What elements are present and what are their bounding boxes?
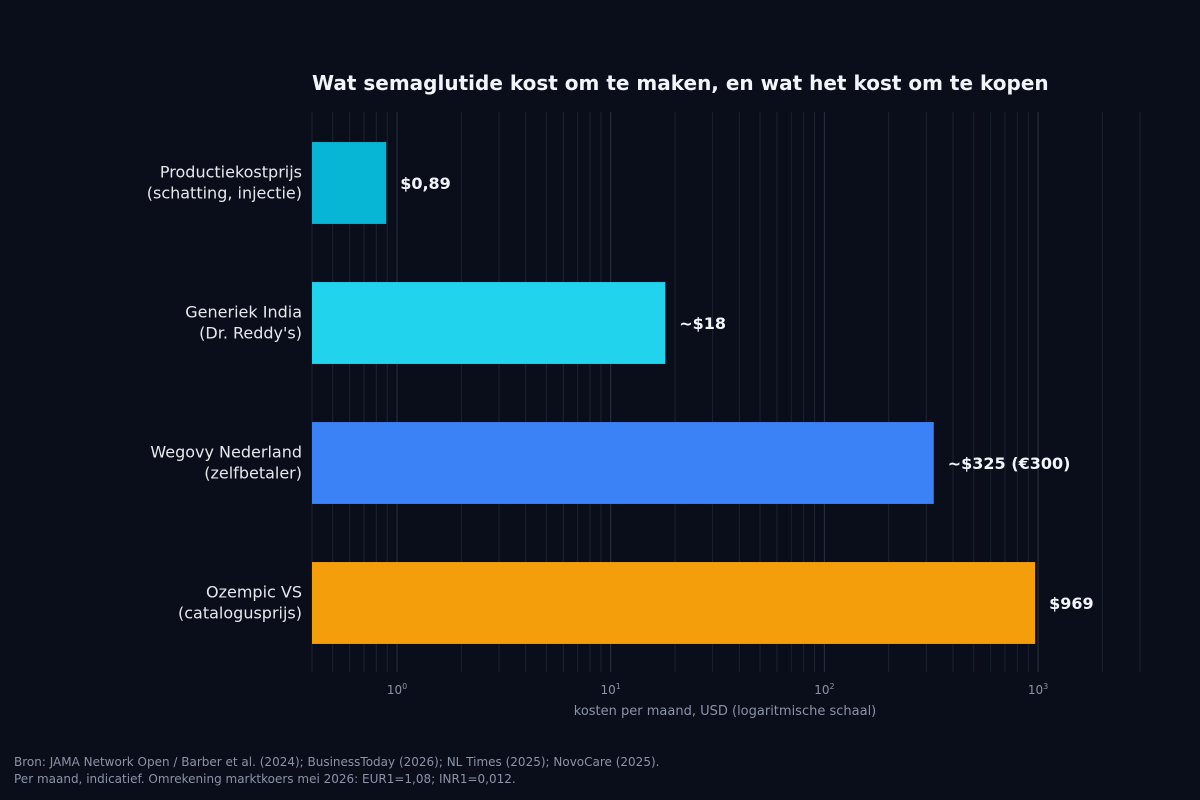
x-tick-label-2: 101	[601, 682, 621, 697]
x-tick-label-4: 103	[1028, 682, 1048, 697]
value-label-3: ~$325 (€300)	[948, 454, 1071, 473]
footnote-source: Bron: JAMA Network Open / Barber et al. …	[14, 755, 660, 769]
category-label-3-line-2: (zelfbetaler)	[204, 464, 302, 483]
x-tick-label-3: 102	[814, 682, 834, 697]
bar-2	[312, 282, 666, 364]
category-label-4-line-1: Ozempic VS	[206, 583, 302, 602]
x-tick-label-1: 100	[387, 682, 407, 697]
category-label-2-line-1: Generiek India	[185, 303, 302, 322]
category-label-1-line-2: (schatting, injectie)	[147, 184, 302, 203]
footnote-note: Per maand, indicatief. Omrekening marktk…	[14, 772, 516, 786]
value-label-4: $969	[1049, 594, 1094, 613]
bar-3	[312, 422, 934, 504]
chart-title: Wat semaglutide kost om te maken, en wat…	[312, 71, 1049, 95]
bars	[312, 142, 1036, 644]
value-label-2: ~$18	[679, 314, 726, 333]
category-label-4-line-2: (catalogusprijs)	[178, 604, 302, 623]
bar-4	[312, 562, 1036, 644]
value-label-1: $0,89	[400, 174, 451, 193]
labels: $0,89 Productiekostprijs (schatting, injec…	[147, 163, 1094, 698]
category-label-2-line-2: (Dr. Reddy's)	[199, 324, 302, 343]
category-label-3-line-1: Wegovy Nederland	[150, 443, 302, 462]
bar-1	[312, 142, 387, 224]
category-label-1-line-1: Productiekostprijs	[160, 163, 302, 182]
x-axis-label: kosten per maand, USD (logaritmische sch…	[574, 704, 877, 719]
